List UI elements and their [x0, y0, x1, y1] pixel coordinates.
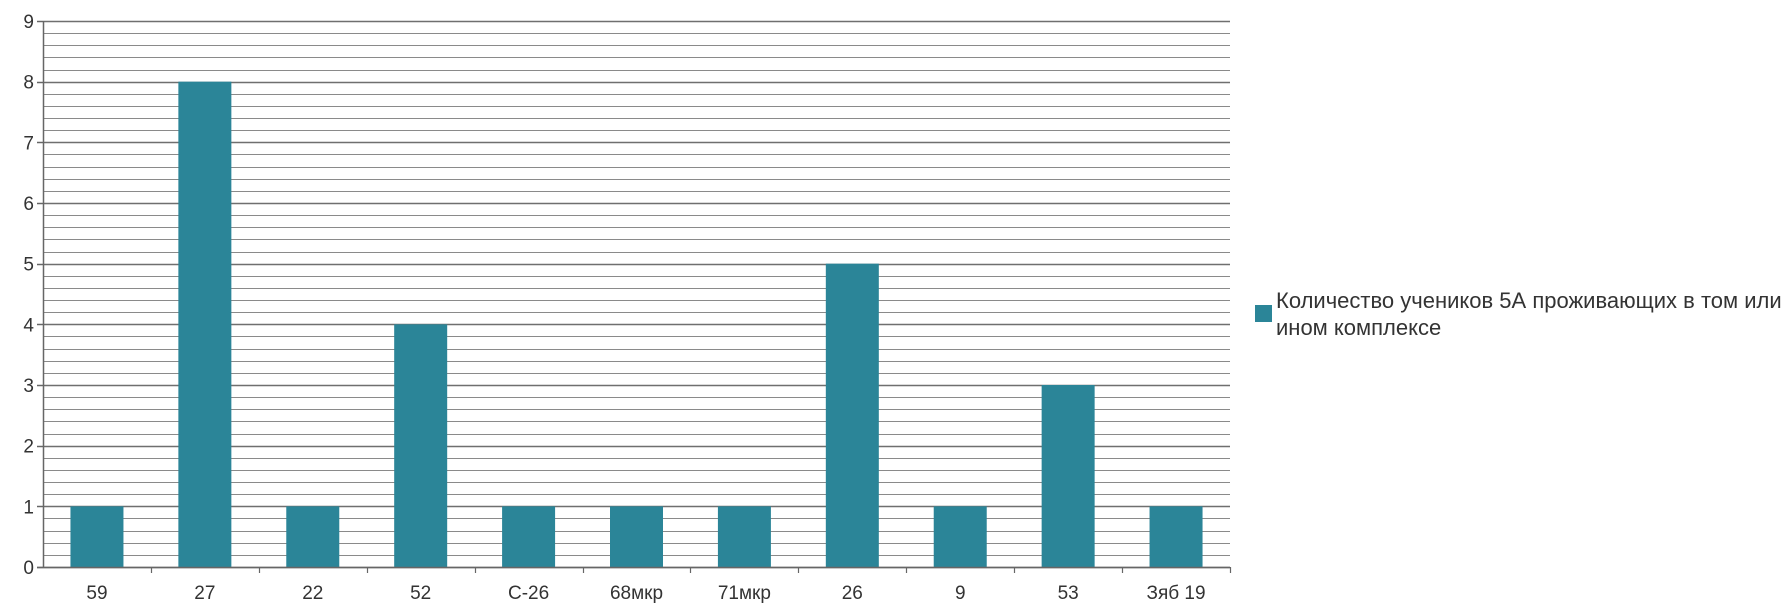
x-tick-label: 22: [302, 583, 323, 604]
x-tick-label: 52: [410, 583, 431, 604]
legend: Количество учеников 5А проживающих в том…: [1255, 287, 1785, 341]
x-tick-label: С-26: [508, 583, 549, 604]
x-tick-label: 59: [86, 583, 107, 604]
bar: [394, 324, 448, 567]
y-tick-label: 7: [23, 133, 34, 154]
x-tick-label: 53: [1058, 583, 1079, 604]
y-tick-label: 4: [23, 315, 34, 336]
y-tick-label: 5: [23, 255, 34, 276]
y-tick-label: 9: [23, 12, 34, 33]
bars: [70, 81, 1203, 568]
y-tick-label: 2: [23, 437, 34, 458]
x-tick-label: 71мкр: [718, 583, 771, 604]
axes: [37, 20, 1232, 573]
x-tick-label: 9: [955, 583, 966, 604]
x-tick-label: 26: [842, 583, 863, 604]
y-tick-label: 3: [23, 376, 34, 397]
x-tick-label: Зяб 19: [1147, 583, 1206, 604]
y-tick-label: 1: [23, 497, 34, 518]
legend-swatch: [1255, 305, 1272, 322]
bar: [610, 506, 663, 567]
bar: [825, 263, 879, 567]
bar: [70, 506, 124, 567]
bar: [1149, 506, 1203, 567]
bar: [1041, 385, 1095, 567]
y-tick-label: 0: [23, 558, 34, 579]
x-tick-label: 68мкр: [610, 583, 663, 604]
y-tick-label: 8: [23, 73, 34, 94]
x-tick-label: 27: [194, 583, 215, 604]
bar: [178, 81, 232, 568]
legend-label: Количество учеников 5А проживающих в том…: [1276, 288, 1782, 340]
grid-lines: [43, 20, 1230, 569]
bar: [286, 506, 340, 567]
y-tick-label: 6: [23, 194, 34, 215]
bar: [502, 506, 556, 567]
bar: [717, 506, 771, 567]
tick-labels: 0 1 2 3 4 5 6 7 8 9 59 27 22 52 С-26 68мкр 71мкр 26 9 53 Зяб…: [23, 12, 1205, 604]
bar: [933, 506, 987, 567]
